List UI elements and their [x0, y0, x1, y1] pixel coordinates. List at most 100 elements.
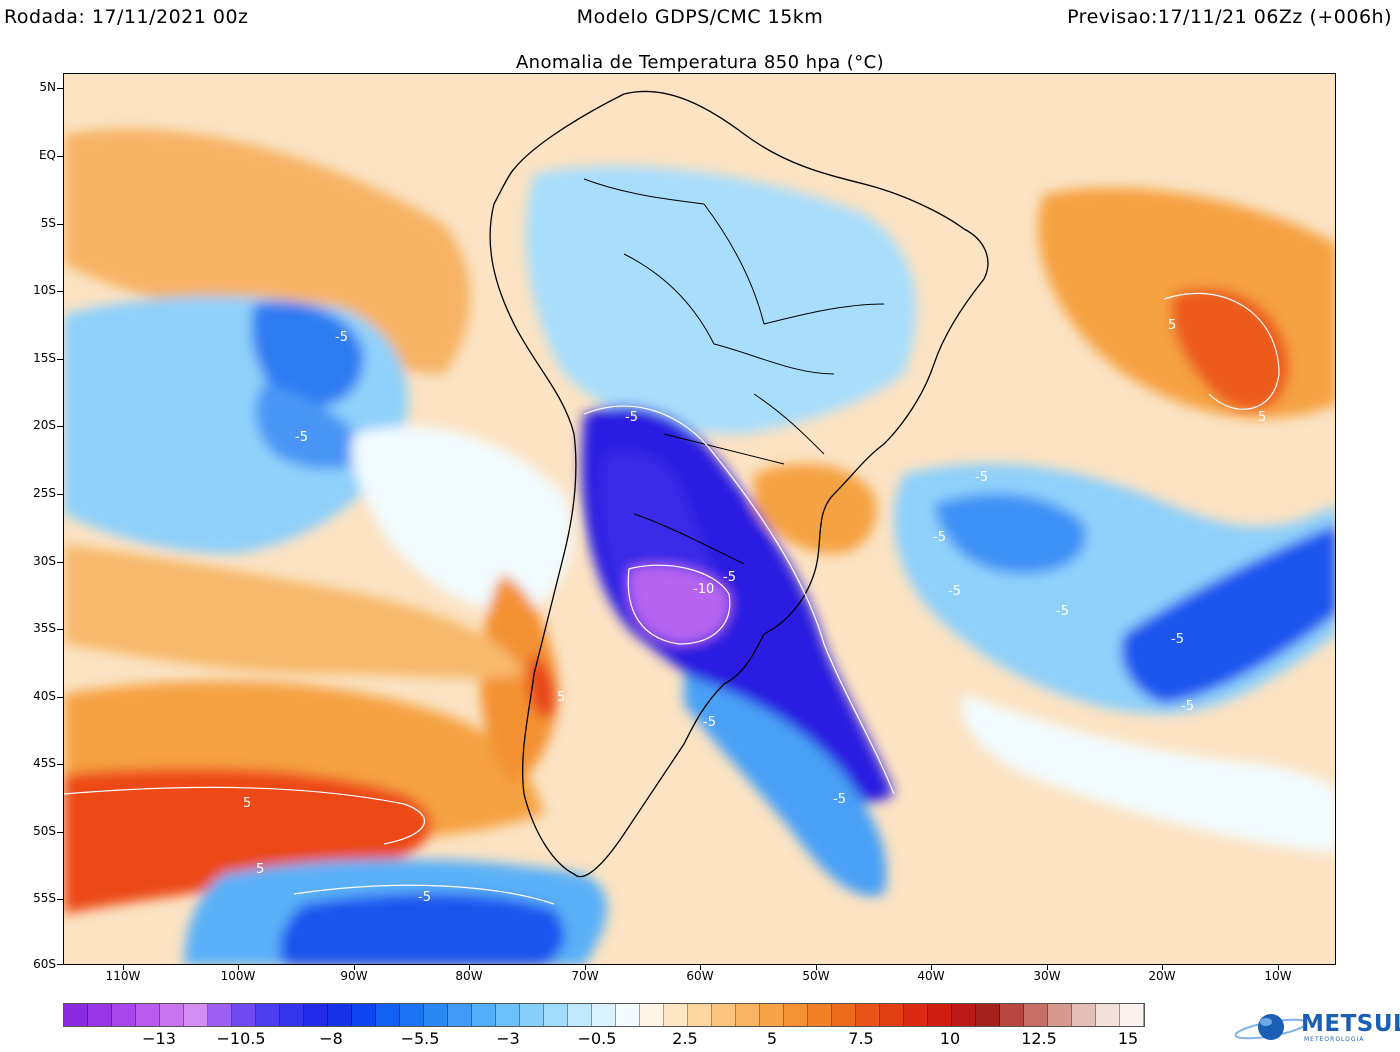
contour-label: -10	[693, 582, 714, 597]
colorbar-segment	[976, 1004, 1000, 1026]
colorbar-label: 10	[939, 1029, 961, 1048]
anomaly-field	[64, 128, 1335, 964]
lon-tick	[238, 965, 239, 970]
lon-tick	[1278, 965, 1279, 970]
colorbar-segment	[808, 1004, 832, 1026]
colorbar-segment	[184, 1004, 208, 1026]
colorbar	[63, 1003, 1145, 1027]
lon-label-90w: 90W	[340, 969, 368, 983]
lat-label-25s: 25S	[33, 486, 56, 500]
contour-label: -5	[948, 584, 961, 599]
colorbar-segment	[1072, 1004, 1096, 1026]
lon-label-70w: 70W	[571, 969, 599, 983]
metsul-logo-icon	[1234, 1014, 1308, 1040]
lat-label-40s: 40S	[33, 689, 56, 703]
contour-label: 5	[557, 690, 565, 705]
contour-label: -5	[1171, 632, 1184, 647]
contour-label: -5	[295, 430, 308, 445]
contour-label: 5	[243, 796, 251, 811]
colorbar-segment	[1048, 1004, 1072, 1026]
lat-tick	[57, 964, 63, 965]
contour-label: -5	[335, 330, 348, 345]
colorbar-segment	[1120, 1004, 1144, 1026]
lon-label-80w: 80W	[455, 969, 483, 983]
map-panel	[63, 73, 1336, 965]
colorbar-segment	[1096, 1004, 1120, 1026]
contour-label: -5	[418, 890, 431, 905]
colorbar-label: −8	[319, 1029, 343, 1048]
colorbar-segment	[712, 1004, 736, 1026]
contour-label: 5	[1168, 318, 1176, 333]
colorbar-segment	[592, 1004, 616, 1026]
colorbar-segment	[328, 1004, 352, 1026]
lat-label-20s: 20S	[33, 418, 56, 432]
colorbar-segment	[928, 1004, 952, 1026]
contour-label: -5	[933, 530, 946, 545]
colorbar-segment	[760, 1004, 784, 1026]
contour-label: -5	[723, 570, 736, 585]
colorbar-segment	[280, 1004, 304, 1026]
lon-tick	[354, 965, 355, 970]
colorbar-segment	[232, 1004, 256, 1026]
lat-label-10s: 10S	[33, 283, 56, 297]
contour-label-layer: -5 -5 -5 -10 -5 -5 -5 5 5 5 -5 -5 -5 -5 …	[243, 318, 1266, 905]
lat-label-35s: 35S	[33, 621, 56, 635]
colorbar-segment	[112, 1004, 136, 1026]
lat-tick	[57, 88, 63, 89]
contour-label: 5	[1258, 410, 1266, 425]
lat-tick	[57, 832, 63, 833]
colorbar-segment	[736, 1004, 760, 1026]
lat-tick	[57, 156, 63, 157]
contour-label: -5	[1181, 699, 1194, 714]
contour-label: -5	[625, 410, 638, 425]
lon-tick	[1047, 965, 1048, 970]
logo-name: METSUL	[1301, 1011, 1400, 1037]
map-title: Anomalia de Temperatura 850 hpa (°C)	[515, 52, 885, 73]
lon-label-60w: 60W	[686, 969, 714, 983]
colorbar-label: 12.5	[1021, 1029, 1057, 1048]
colorbar-segment	[1000, 1004, 1024, 1026]
colorbar-segment	[688, 1004, 712, 1026]
run-date-label: Rodada: 17/11/2021 00z	[4, 6, 249, 28]
lon-tick	[931, 965, 932, 970]
colorbar-segment	[304, 1004, 328, 1026]
lat-label-15s: 15S	[33, 351, 56, 365]
colorbar-label: −13	[142, 1029, 176, 1048]
anomaly-map	[64, 74, 1335, 964]
colorbar-segment	[424, 1004, 448, 1026]
forecast-time-label: Previsao:17/11/21 06Zz (+006h)	[1067, 6, 1392, 28]
lat-tick	[57, 764, 63, 765]
contour-label: -5	[833, 792, 846, 807]
colorbar-segment	[544, 1004, 568, 1026]
lon-tick	[585, 965, 586, 970]
lat-tick	[57, 224, 63, 225]
contour-label: -5	[703, 715, 716, 730]
colorbar-segment	[472, 1004, 496, 1026]
colorbar-segment	[1024, 1004, 1048, 1026]
colorbar-segment	[880, 1004, 904, 1026]
contour-label: -5	[1056, 604, 1069, 619]
lat-label-5n: 5N	[39, 80, 56, 94]
lon-label-50w: 50W	[802, 969, 830, 983]
lat-tick	[57, 899, 63, 900]
lon-label-40w: 40W	[917, 969, 945, 983]
lat-tick	[57, 426, 63, 427]
colorbar-segment	[448, 1004, 472, 1026]
colorbar-label: −5.5	[400, 1029, 440, 1048]
lat-tick	[57, 629, 63, 630]
lon-tick	[816, 965, 817, 970]
colorbar-label: −0.5	[577, 1029, 617, 1048]
lon-label-10w: 10W	[1264, 969, 1292, 983]
lat-label-eq: EQ	[38, 148, 56, 162]
lon-tick	[469, 965, 470, 970]
colorbar-label: 15	[1117, 1029, 1139, 1048]
colorbar-segment	[400, 1004, 424, 1026]
coastline-layer	[489, 90, 989, 878]
lat-label-60s: 60S	[33, 957, 56, 971]
colorbar-label: −10.5	[216, 1029, 266, 1048]
colorbar-segment	[952, 1004, 976, 1026]
colorbar-segment	[664, 1004, 688, 1026]
colorbar-segment	[64, 1004, 88, 1026]
colorbar-label: −3	[496, 1029, 520, 1048]
colorbar-segment	[352, 1004, 376, 1026]
